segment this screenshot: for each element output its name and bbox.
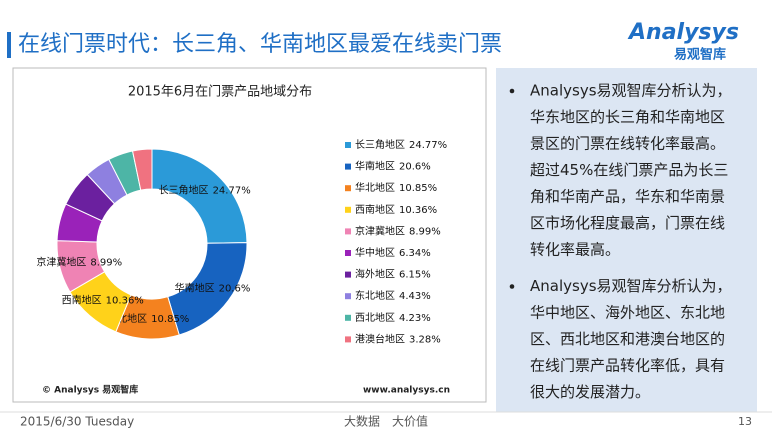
legend-name: 东北地区 bbox=[355, 289, 395, 302]
bullet-line: 很大的发展潜力。 bbox=[530, 383, 650, 401]
legend-value: 6.34% bbox=[399, 248, 431, 259]
legend-entry: 华南地区 20.6% bbox=[355, 160, 431, 173]
legend-swatch bbox=[345, 293, 351, 300]
legend-name: 港澳台地区 bbox=[355, 332, 405, 345]
legend-swatch bbox=[345, 206, 351, 213]
legend-name: 西南地区 bbox=[355, 203, 395, 216]
legend-entry: 东北地区 4.43% bbox=[355, 289, 431, 302]
bullet-line: Analysys易观智库分析认为， bbox=[530, 277, 732, 295]
legend-value: 3.28% bbox=[409, 334, 441, 345]
legend-entry: 华北地区 10.85% bbox=[355, 181, 437, 194]
data-label: 华南地区 20.6% bbox=[175, 281, 251, 294]
data-label: 长三角地区 24.77% bbox=[159, 184, 251, 197]
legend-value: 10.36% bbox=[399, 205, 437, 216]
legend-entry: 海外地区 6.15% bbox=[355, 268, 431, 281]
logo-sub: 易观智库 bbox=[674, 47, 726, 63]
footer-date: 2015/6/30 Tuesday bbox=[20, 415, 134, 429]
bullet-line: 华东地区的长三角和华南地区 bbox=[530, 108, 725, 126]
legend-name: 长三角地区 bbox=[355, 138, 405, 151]
data-label-value: 20.6% bbox=[219, 283, 251, 294]
data-label-value: 10.85% bbox=[151, 314, 189, 325]
legend-swatch bbox=[345, 250, 351, 256]
chart-title: 2015年6月在门票产品地域分布 bbox=[128, 85, 312, 100]
logo: Analysys bbox=[627, 20, 739, 45]
bullet-line: 华中地区、海外地区、东北地 bbox=[530, 304, 725, 322]
donut-slice bbox=[151, 148, 248, 244]
slide-title: 在线门票时代：长三角、华南地区最爱在线卖门票 bbox=[18, 32, 502, 57]
bullet-line: 超过45%在线门票产品为长三 bbox=[530, 161, 728, 179]
legend-entry: 西南地区 10.36% bbox=[355, 203, 437, 216]
legend-swatch bbox=[345, 336, 351, 343]
legend-name: 西北地区 bbox=[355, 311, 395, 324]
bullet-dot bbox=[509, 284, 515, 289]
data-label: 西南地区 10.36% bbox=[62, 294, 144, 307]
source-right: www.analysys.cn bbox=[363, 386, 450, 396]
data-label-name: 长三角地区 bbox=[159, 184, 209, 197]
note-panel bbox=[496, 68, 757, 412]
data-label-name: 西南地区 bbox=[62, 294, 102, 307]
legend-name: 华中地区 bbox=[355, 246, 395, 259]
data-label: 京津冀地区 8.99% bbox=[36, 255, 122, 268]
bullet-line: 转化率最高。 bbox=[530, 241, 620, 259]
legend-name: 华南地区 bbox=[355, 160, 395, 173]
title-bar bbox=[7, 32, 11, 58]
legend-swatch bbox=[345, 314, 351, 321]
legend-value: 4.23% bbox=[399, 313, 431, 324]
legend-entry: 长三角地区 24.77% bbox=[355, 138, 447, 151]
legend-entry: 华中地区 6.34% bbox=[355, 246, 431, 259]
bullet-line: 在线门票产品转化率低，具有 bbox=[530, 357, 725, 375]
legend-swatch bbox=[345, 163, 351, 170]
data-label-value: 10.36% bbox=[106, 296, 144, 307]
donut-slice bbox=[131, 148, 153, 191]
footer-slogan: 大数据 大价值 bbox=[344, 414, 428, 429]
legend-entry: 京津冀地区 8.99% bbox=[355, 224, 441, 237]
legend-value: 6.15% bbox=[399, 270, 431, 281]
legend-value: 20.6% bbox=[399, 162, 431, 173]
legend-entry: 西北地区 4.23% bbox=[355, 311, 431, 324]
legend-entry: 港澳台地区 3.28% bbox=[355, 332, 441, 345]
legend-swatch bbox=[345, 142, 351, 148]
legend-name: 京津冀地区 bbox=[355, 224, 405, 237]
bullet-line: 区市场化程度最高，门票在线 bbox=[530, 214, 725, 232]
page-number: 13 bbox=[738, 415, 752, 428]
source-left: © Analysys 易观智库 bbox=[42, 384, 138, 396]
legend-swatch bbox=[345, 228, 351, 235]
legend-value: 24.77% bbox=[409, 140, 447, 151]
legend-swatch bbox=[345, 271, 351, 278]
legend-swatch bbox=[345, 185, 351, 192]
bullet-line: 角和华南产品，华东和华南景 bbox=[530, 188, 725, 206]
data-label-name: 华南地区 bbox=[175, 281, 215, 294]
data-label-value: 24.77% bbox=[213, 186, 251, 197]
legend-name: 华北地区 bbox=[355, 181, 395, 194]
bullet-dot bbox=[509, 88, 515, 94]
bullet-line: 景区的门票在线转化率最高。 bbox=[530, 135, 725, 153]
legend-value: 10.85% bbox=[399, 183, 437, 194]
bullet-line: Analysys易观智库分析认为， bbox=[530, 82, 732, 100]
legend-value: 8.99% bbox=[409, 226, 441, 237]
legend-value: 4.43% bbox=[399, 291, 431, 302]
data-label-name: 京津冀地区 bbox=[36, 255, 86, 268]
legend-name: 海外地区 bbox=[355, 268, 395, 281]
bullet-line: 区、西北地区和港澳台地区的 bbox=[530, 330, 725, 348]
data-label-value: 8.99% bbox=[90, 257, 122, 268]
